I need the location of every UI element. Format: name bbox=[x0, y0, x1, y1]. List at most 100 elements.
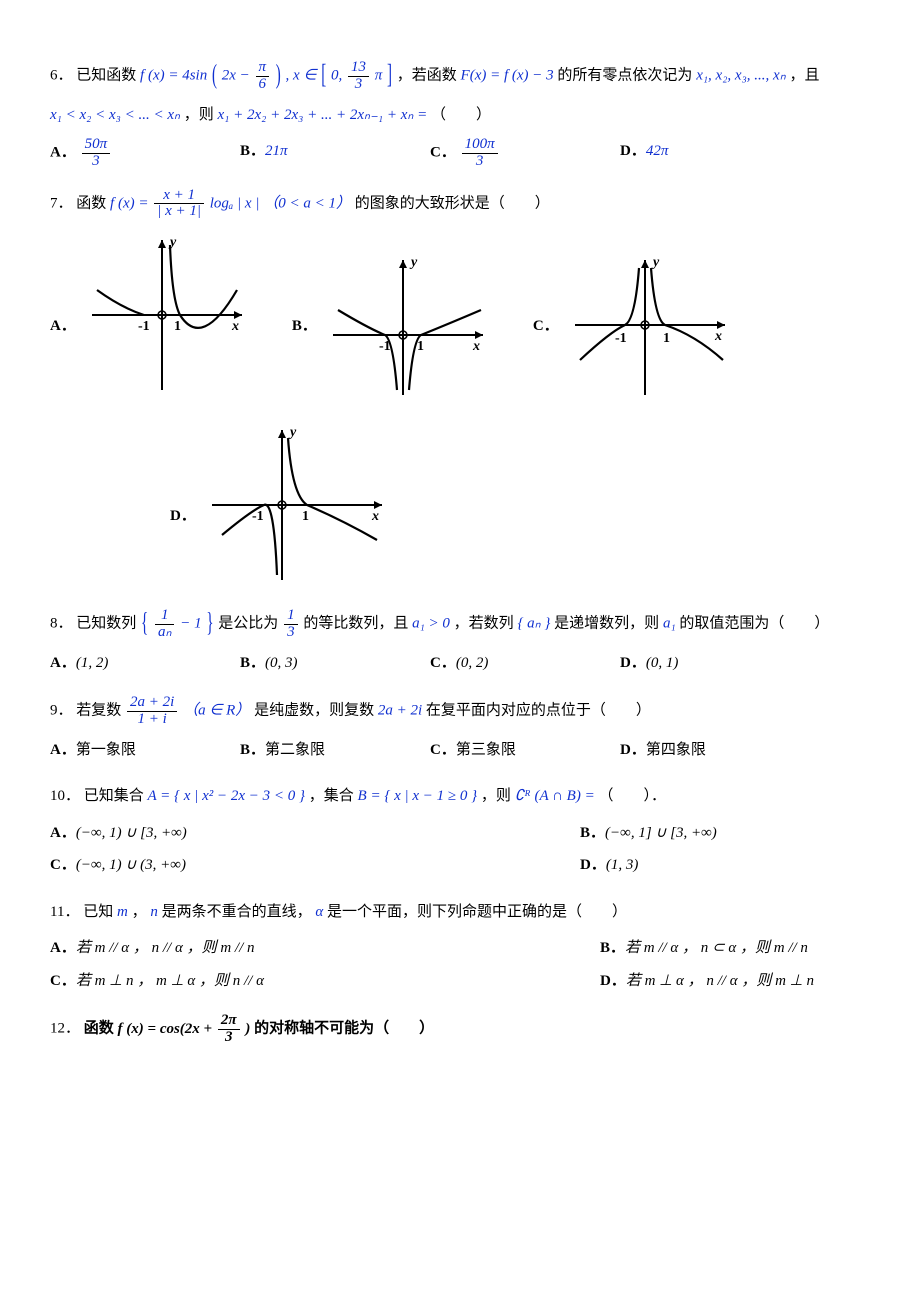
q11-opt-a[interactable]: A．若 m // α ， n // α ，则 m // n bbox=[50, 934, 350, 963]
svg-text:1: 1 bbox=[302, 509, 309, 524]
q8-opt-b[interactable]: B．(0, 3) bbox=[240, 649, 380, 678]
svg-text:y: y bbox=[409, 255, 418, 270]
q8-lbr: { bbox=[141, 599, 148, 650]
q7-frac: x + 1| x + 1| bbox=[154, 188, 204, 221]
q6-f: f (x) = 4sin bbox=[140, 68, 207, 84]
q8-text-f: 的取值范围为（ ） bbox=[679, 616, 829, 632]
q7-graph-b[interactable]: B． xy -1 1 bbox=[292, 250, 493, 400]
q6-text-a: 已知函数 bbox=[76, 68, 136, 84]
q12-frac: 2π3 bbox=[218, 1013, 240, 1046]
q9-opt-b[interactable]: B．第二象限 bbox=[240, 736, 380, 765]
q6-F: F(x) = f (x) − 3 bbox=[461, 68, 554, 84]
q10-text-b: ，集合 bbox=[309, 788, 354, 804]
q9-opt-c[interactable]: C．第三象限 bbox=[430, 736, 570, 765]
q8-text-b: 是公比为 bbox=[218, 616, 278, 632]
q9-text-b: 是纯虚数，则复数 bbox=[254, 703, 374, 719]
q11-opt-c[interactable]: C．若 m ⊥ n ， m ⊥ α ，则 n // α bbox=[50, 967, 350, 996]
q7-f-a: f (x) = bbox=[110, 195, 148, 211]
q6-c-frac: 100π3 bbox=[462, 137, 498, 170]
q8-ratio: 13 bbox=[284, 608, 298, 641]
q10-number: 10． bbox=[50, 788, 80, 804]
q9-stem: 9． 若复数 2a + 2i1 + i （a ∈ R） 是纯虚数，则复数 2a … bbox=[50, 695, 870, 728]
q11-options-row1: A．若 m // α ， n // α ，则 m // n B．若 m // α… bbox=[50, 934, 870, 963]
q10-text-c: ，则 bbox=[481, 788, 511, 804]
q6-number: 6． bbox=[50, 68, 73, 84]
q10-opt-d[interactable]: D．(1, 3) bbox=[580, 851, 720, 880]
q7-stem: 7． 函数 f (x) = x + 1| x + 1| logₐ | x | （… bbox=[50, 188, 870, 221]
q6-opt-a[interactable]: A． 50π3 bbox=[50, 137, 190, 170]
q7-label-b: B． bbox=[292, 312, 317, 401]
svg-text:y: y bbox=[288, 425, 297, 440]
q6-ord: x₁ < x₂ < x₃ < ... < xₙ bbox=[50, 107, 180, 123]
q11-opt-d[interactable]: D．若 m ⊥ α ， n // α ，则 m ⊥ n bbox=[600, 967, 814, 996]
q10-stem: 10． 已知集合 A = { x | x² − 2x − 3 < 0 } ，集合… bbox=[50, 782, 870, 811]
q10-opt-b[interactable]: B．(−∞, 1] ∪ [3, +∞) bbox=[580, 819, 720, 848]
q8-a1: a₁ > 0 bbox=[412, 616, 450, 632]
q6-opt-d[interactable]: D．42π bbox=[620, 137, 760, 170]
q6-stem: 6． 已知函数 f (x) = 4sin ( 2x − π6 ) , x ∈ [… bbox=[50, 60, 870, 93]
q7-cond: （0 < a < 1） bbox=[263, 195, 351, 211]
q7-label-d: D． bbox=[170, 502, 196, 591]
q8-text-a: 已知数列 bbox=[76, 616, 136, 632]
q7-label-c: C． bbox=[533, 312, 559, 401]
q7-svg-b: xy -1 1 bbox=[323, 250, 493, 400]
q6-opt-c[interactable]: C． 100π3 bbox=[430, 137, 570, 170]
q10-options-row1: A．(−∞, 1) ∪ [3, +∞) B．(−∞, 1] ∪ [3, +∞) bbox=[50, 819, 870, 848]
question-9: 9． 若复数 2a + 2i1 + i （a ∈ R） 是纯虚数，则复数 2a … bbox=[50, 695, 870, 764]
q7-svg-c: xy -1 1 bbox=[565, 250, 735, 400]
q6-arg-a: 2x − bbox=[222, 68, 250, 84]
q9-options: A．第一象限 B．第二象限 C．第三象限 D．第四象限 bbox=[50, 736, 870, 765]
q6-xs: x₁, x₂, x₃, ..., xₙ bbox=[696, 68, 786, 84]
q9-opt-d[interactable]: D．第四象限 bbox=[620, 736, 760, 765]
svg-text:x: x bbox=[472, 339, 480, 354]
q11-text-d: 是一个平面，则下列命题中正确的是（ ） bbox=[327, 904, 627, 920]
q8-braceb: { aₙ } bbox=[517, 616, 550, 632]
q7-graph-d[interactable]: D． xy -1 1 bbox=[170, 420, 392, 590]
q7-graph-a[interactable]: A． xy -1 1 bbox=[50, 230, 252, 400]
q6-text-c: ，若函数 bbox=[397, 68, 457, 84]
q10-opt-a[interactable]: A．(−∞, 1) ∪ [3, +∞) bbox=[50, 819, 330, 848]
q8-rbr: } bbox=[206, 599, 213, 650]
q11-text-b: ， bbox=[132, 904, 147, 920]
q7-text-a: 函数 bbox=[76, 195, 106, 211]
question-11: 11． 已知 m ， n 是两条不重合的直线， α 是一个平面，则下列命题中正确… bbox=[50, 898, 870, 996]
q6-a-frac: 50π3 bbox=[82, 137, 111, 170]
svg-text:-1: -1 bbox=[615, 331, 627, 346]
q9-text-a: 若复数 bbox=[76, 703, 121, 719]
svg-text:1: 1 bbox=[417, 339, 424, 354]
q11-number: 11． bbox=[50, 904, 79, 920]
q6-rparen: ) bbox=[276, 51, 281, 102]
svg-text:-1: -1 bbox=[138, 319, 150, 334]
q6-text-d: 的所有零点依次记为 bbox=[557, 68, 692, 84]
q10-opt-c[interactable]: C．(−∞, 1) ∪ (3, +∞) bbox=[50, 851, 330, 880]
q9-number: 9． bbox=[50, 703, 73, 719]
q7-text-b: 的图象的大致形状是（ ） bbox=[355, 195, 550, 211]
q12-close: ) bbox=[245, 1021, 250, 1037]
q6-opt-b[interactable]: B．21π bbox=[240, 137, 380, 170]
q8-a1b: a₁ bbox=[663, 616, 676, 632]
q9-frac: 2a + 2i1 + i bbox=[127, 695, 177, 728]
q12-number: 12． bbox=[50, 1021, 80, 1037]
q8-opt-c[interactable]: C．(0, 2) bbox=[430, 649, 570, 678]
q6-pi: π bbox=[375, 68, 383, 84]
q8-opt-d[interactable]: D．(0, 1) bbox=[620, 649, 760, 678]
q11-opt-b[interactable]: B．若 m // α ， n ⊂ α ，则 m // n bbox=[600, 934, 808, 963]
question-6: 6． 已知函数 f (x) = 4sin ( 2x − π6 ) , x ∈ [… bbox=[50, 60, 870, 170]
q9-text-c: 在复平面内对应的点位于（ ） bbox=[426, 703, 651, 719]
q9-cond: （a ∈ R） bbox=[183, 703, 250, 719]
q12-f: f (x) = cos(2x + bbox=[118, 1021, 213, 1037]
q11-stem: 11． 已知 m ， n 是两条不重合的直线， α 是一个平面，则下列命题中正确… bbox=[50, 898, 870, 927]
q8-opt-a[interactable]: A．(1, 2) bbox=[50, 649, 190, 678]
q12-text-b: 的对称轴不可能为（ ） bbox=[254, 1021, 434, 1037]
q11-text-c: 是两条不重合的直线， bbox=[162, 904, 312, 920]
q11-text-a: 已知 bbox=[83, 904, 113, 920]
q8-text-c: 的等比数列，且 bbox=[303, 616, 408, 632]
q7-number: 7． bbox=[50, 195, 73, 211]
q9-opt-a[interactable]: A．第一象限 bbox=[50, 736, 190, 765]
q6-options: A． 50π3 B．21π C． 100π3 D．42π bbox=[50, 137, 870, 170]
q7-graph-c[interactable]: C． xy -1 1 bbox=[533, 250, 735, 400]
q6-paren: （ ） bbox=[431, 107, 491, 123]
q6-lparen: ( bbox=[212, 51, 217, 102]
q8-options: A．(1, 2) B．(0, 3) C．(0, 2) D．(0, 1) bbox=[50, 649, 870, 678]
q6-lbrk: [ bbox=[321, 51, 326, 102]
